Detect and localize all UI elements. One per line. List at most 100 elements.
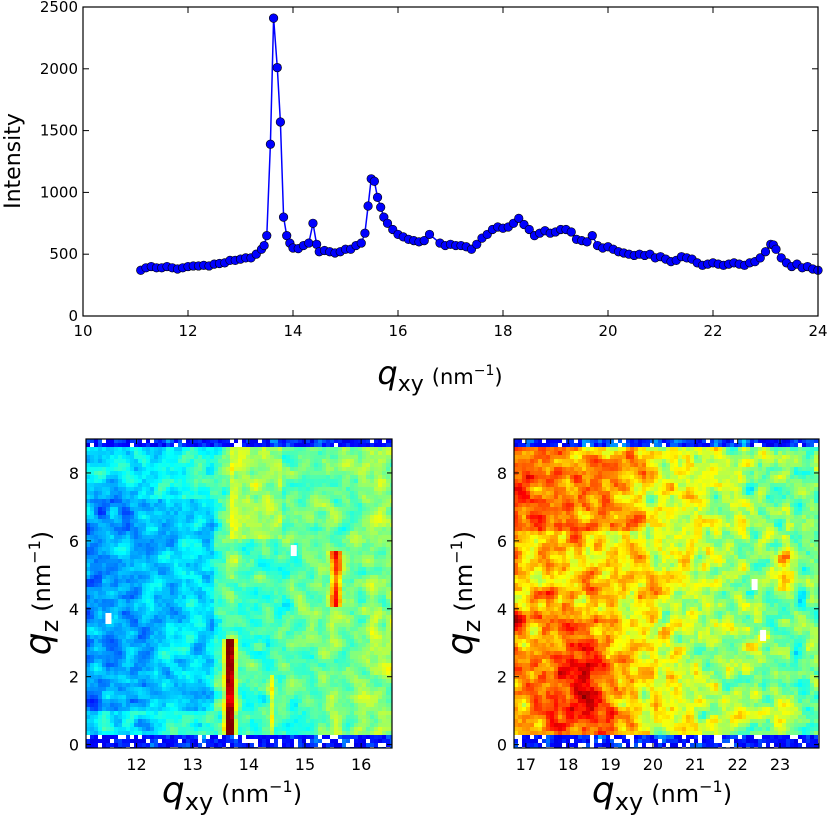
heatmap-cell: [178, 615, 182, 619]
heatmap-cell: [110, 599, 114, 603]
heatmap-cell: [354, 663, 358, 667]
heatmap-cell: [106, 495, 110, 499]
heatmap-cell: [350, 459, 354, 463]
heatmap-cell: [302, 551, 306, 555]
heatmap-cell: [354, 507, 358, 511]
heatmap-cell: [270, 655, 274, 659]
heatmap-cell: [214, 551, 218, 555]
heatmap-cell: [342, 611, 346, 615]
heatmap-cell: [346, 447, 350, 451]
heatmap-cell: [246, 679, 250, 683]
heatmap-cell: [138, 563, 142, 567]
heatmap-cell: [242, 659, 246, 663]
heatmap-cell: [310, 655, 314, 659]
heatmap-cell: [162, 487, 166, 491]
heatmap-cell: [362, 503, 366, 507]
heatmap-cell: [278, 443, 282, 447]
heatmap-cell: [198, 515, 202, 519]
heatmap-cell: [98, 439, 102, 443]
heatmap-cell: [242, 619, 246, 623]
heatmap-cell: [102, 679, 106, 683]
heatmap-cell: [370, 551, 374, 555]
heatmap-cell: [162, 535, 166, 539]
heatmap-cell: [230, 663, 234, 667]
heatmap-cell: [306, 475, 310, 479]
heatmap-cell: [102, 511, 106, 515]
heatmap-cell: [282, 671, 286, 675]
heatmap-cell: [110, 595, 114, 599]
heatmap-cell: [86, 683, 90, 687]
heatmap-cell: [238, 515, 242, 519]
heatmap-cell: [182, 671, 186, 675]
heatmap-cell: [322, 591, 326, 595]
heatmap-cell: [86, 611, 90, 615]
heatmap-cell: [122, 447, 126, 451]
heatmap-cell: [210, 663, 214, 667]
heatmap-cell: [274, 543, 278, 547]
heatmap-cell: [190, 623, 194, 627]
heatmap-cell: [310, 543, 314, 547]
heatmap-cell: [322, 583, 326, 587]
heatmap-cell: [370, 627, 374, 631]
heatmap-cell: [194, 683, 198, 687]
heatmap-cell: [326, 635, 330, 639]
heatmap-cell: [262, 519, 266, 523]
heatmap-cell: [278, 607, 282, 611]
heatmap-cell: [218, 467, 222, 471]
heatmap-cell: [198, 635, 202, 639]
heatmap-cell: [274, 603, 278, 607]
heatmap-cell: [138, 607, 142, 611]
heatmap-cell: [266, 567, 270, 571]
heatmap-cell: [182, 479, 186, 483]
heatmap-cell: [294, 563, 298, 567]
heatmap-cell: [150, 599, 154, 603]
heatmap-cell: [366, 667, 370, 671]
heatmap-cell: [190, 603, 194, 607]
heatmap-cell: [94, 451, 98, 455]
heatmap-cell: [374, 599, 378, 603]
heatmap-cell: [198, 663, 202, 667]
heatmap-cell: [274, 683, 278, 687]
heatmap-cell: [294, 647, 298, 651]
heatmap-cell: [118, 527, 122, 531]
heatmap-cell: [370, 495, 374, 499]
heatmap-cell: [258, 683, 262, 687]
heatmap-cell: [210, 463, 214, 467]
heatmap-cell: [334, 523, 338, 527]
heatmap-cell: [374, 611, 378, 615]
heatmap-cell: [206, 675, 210, 679]
heatmap-cell: [358, 491, 362, 495]
heatmap-cell: [226, 471, 230, 475]
heatmap-cell: [270, 651, 274, 655]
heatmap-cell: [230, 627, 234, 631]
heatmap-cell: [138, 635, 142, 639]
heatmap-cell: [150, 547, 154, 551]
heatmap-cell: [142, 587, 146, 591]
heatmap-cell: [198, 615, 202, 619]
heatmap-cell: [302, 583, 306, 587]
heatmap-cell: [142, 655, 146, 659]
heatmap-cell: [102, 531, 106, 535]
heatmap-cell: [294, 595, 298, 599]
heatmap-cell: [174, 647, 178, 651]
heatmap-cell: [214, 535, 218, 539]
heatmap-cell: [294, 443, 298, 447]
heatmap-cell: [350, 479, 354, 483]
heatmap-cell: [214, 523, 218, 527]
heatmap-cell: [342, 515, 346, 519]
heatmap-cell: [306, 571, 310, 575]
data-point: [755, 253, 765, 263]
heatmap-cell: [118, 619, 122, 623]
heatmap-cell: [374, 451, 378, 455]
heatmap-cell: [98, 647, 102, 651]
heatmap-cell: [378, 587, 382, 591]
heatmap-cell: [378, 563, 382, 567]
heatmap-cell: [266, 583, 270, 587]
heatmap-cell: [206, 635, 210, 639]
heatmap-cell: [262, 467, 266, 471]
heatmap-cell: [366, 639, 370, 643]
heatmap-cell: [338, 647, 342, 651]
heatmap-cell: [302, 595, 306, 599]
heatmap-cell: [322, 471, 326, 475]
heatmap-cell: [238, 459, 242, 463]
